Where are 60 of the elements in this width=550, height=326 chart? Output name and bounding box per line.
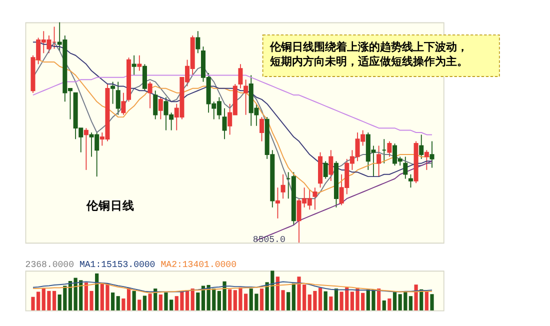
candlestick	[323, 160, 328, 180]
bar	[424, 290, 428, 310]
annotation: 伦铜日线围绕着上涨的趋势线上下波动，短期内方向未明，适应做短线操作为主。	[269, 40, 468, 68]
bar	[196, 292, 200, 310]
candlestick	[275, 187, 280, 219]
candlestick	[158, 96, 163, 120]
annotation: 伦铜日线	[86, 198, 135, 212]
candlestick	[312, 187, 318, 210]
text: 2368.0000	[25, 259, 74, 270]
bar	[148, 294, 152, 310]
bar	[190, 288, 194, 310]
bar	[388, 298, 392, 310]
candlestick	[238, 64, 243, 89]
bar	[110, 292, 115, 310]
candlestick	[387, 140, 392, 158]
candlestick	[408, 174, 413, 188]
candlestick	[148, 81, 152, 109]
bar	[228, 289, 232, 310]
bar	[329, 296, 333, 310]
bar	[142, 296, 147, 310]
bar	[414, 284, 418, 310]
bar	[286, 292, 290, 310]
bar	[116, 296, 120, 310]
candlestick	[259, 116, 264, 142]
bar	[95, 273, 99, 310]
bar	[376, 288, 381, 310]
candlestick	[142, 64, 147, 92]
bar	[138, 300, 142, 310]
bar	[334, 288, 338, 310]
bar	[126, 288, 131, 310]
candlestick	[419, 134, 424, 160]
annotation: 8505.0	[252, 234, 286, 245]
candlestick	[110, 81, 116, 104]
bar	[292, 283, 296, 310]
bar	[158, 294, 162, 310]
candlestick	[137, 54, 142, 72]
candlestick	[280, 174, 286, 200]
bar	[324, 291, 328, 310]
candlestick	[222, 108, 227, 140]
bar	[382, 300, 386, 310]
candlestick	[403, 156, 408, 180]
candlestick	[196, 30, 200, 54]
candlestick	[244, 79, 248, 116]
bar	[122, 298, 126, 310]
text: MA2:13401.0000	[160, 259, 237, 270]
bar	[408, 296, 413, 310]
candlestick	[376, 145, 382, 178]
candlestick	[84, 128, 88, 170]
candlestick	[153, 90, 158, 120]
bar	[430, 294, 434, 310]
candlestick	[430, 140, 434, 168]
bar	[392, 292, 397, 310]
candlestick	[328, 150, 334, 182]
bar	[132, 290, 136, 310]
candlestick	[116, 81, 120, 116]
candlestick	[424, 150, 429, 170]
candlestick	[132, 54, 136, 76]
text: MA1:15153.0000	[79, 259, 156, 270]
candlestick	[121, 92, 126, 116]
bar	[260, 288, 264, 310]
